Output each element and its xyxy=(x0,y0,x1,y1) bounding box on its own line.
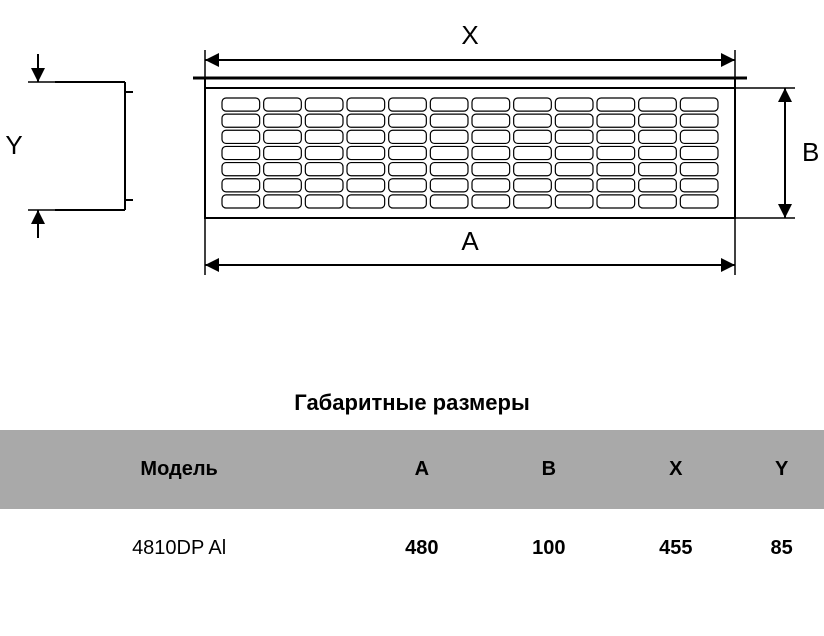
svg-text:X: X xyxy=(461,20,478,50)
col-header-B: B xyxy=(485,430,612,509)
table-header-row: Модель A B X Y xyxy=(0,430,824,509)
cell-Y: 85 xyxy=(739,509,824,588)
table-row: 4810DP Al 480 100 455 85 xyxy=(0,509,824,588)
col-header-A: A xyxy=(358,430,485,509)
technical-diagram: X A B Y xyxy=(0,10,824,330)
table-title: Габаритные размеры xyxy=(0,390,824,416)
svg-text:A: A xyxy=(461,226,479,256)
svg-text:Y: Y xyxy=(5,130,22,160)
cell-A: 480 xyxy=(358,509,485,588)
svg-text:B: B xyxy=(802,137,819,167)
col-header-model: Модель xyxy=(0,430,358,509)
col-header-Y: Y xyxy=(739,430,824,509)
dimensions-table: Модель A B X Y 4810DP Al 480 100 455 85 xyxy=(0,430,824,588)
cell-model: 4810DP Al xyxy=(0,509,358,588)
cell-B: 100 xyxy=(485,509,612,588)
col-header-X: X xyxy=(612,430,739,509)
cell-X: 455 xyxy=(612,509,739,588)
